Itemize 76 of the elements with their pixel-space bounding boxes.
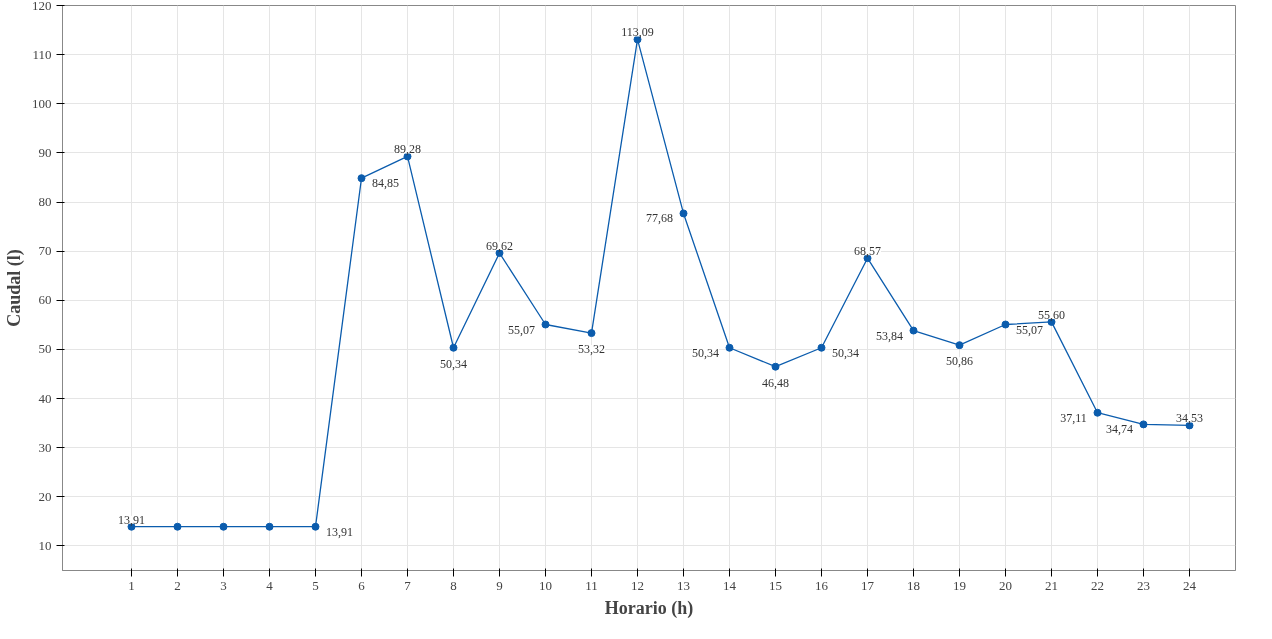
y-tick-label: 20 [38, 488, 52, 504]
point [449, 343, 458, 352]
data-label: 13,91 [118, 512, 145, 527]
x-tick-label: 12 [631, 577, 644, 593]
point [311, 522, 320, 531]
y-tick-label: 110 [32, 46, 52, 62]
data-label: 50,34 [832, 345, 859, 360]
point [1139, 420, 1148, 429]
data-label: 68,57 [854, 244, 881, 259]
y-tick-label: 30 [38, 439, 52, 455]
y-tick-label: 120 [32, 0, 52, 13]
data-label: 69,62 [486, 239, 513, 254]
x-tick-label: 13 [677, 577, 690, 593]
x-tick-label: 20 [999, 577, 1012, 593]
x-tick-label: 22 [1091, 577, 1104, 593]
data-label: 89,28 [394, 142, 421, 157]
point [265, 522, 274, 531]
x-tick-label: 21 [1045, 577, 1058, 593]
x-axis-title: Horario (h) [604, 597, 694, 619]
data-label: 50,86 [946, 354, 973, 369]
point [173, 522, 182, 531]
point [541, 320, 550, 329]
point [587, 329, 596, 338]
data-label: 55,60 [1038, 307, 1065, 322]
data-label: 113,09 [621, 25, 654, 40]
x-tick-label: 23 [1137, 577, 1150, 593]
point [817, 343, 826, 352]
y-axis-title: Caudal (l) [4, 249, 25, 327]
data-label: 53,32 [578, 342, 605, 357]
data-label: 55,07 [508, 322, 535, 337]
point [1001, 320, 1010, 329]
data-label: 46,48 [762, 375, 789, 390]
y-tick-label: 70 [38, 243, 52, 259]
data-label: 34,53 [1176, 411, 1203, 426]
x-tick-label: 11 [585, 577, 598, 593]
data-label: 50,34 [692, 345, 719, 360]
data-label: 55,07 [1016, 322, 1043, 337]
point [771, 362, 780, 371]
x-tick-label: 24 [1183, 577, 1197, 593]
point [357, 174, 366, 183]
x-tick-label: 6 [358, 577, 366, 593]
data-label: 53,84 [876, 328, 903, 343]
x-tick-label: 5 [312, 577, 319, 593]
y-tick-label: 50 [38, 341, 52, 357]
y-tick-label: 100 [32, 95, 52, 111]
x-tick-label: 14 [723, 577, 737, 593]
x-tick-label: 8 [450, 577, 457, 593]
x-tick-label: 15 [769, 577, 782, 593]
x-tick-label: 7 [404, 577, 412, 593]
x-tick-label: 2 [174, 577, 181, 593]
data-label: 13,91 [326, 524, 353, 539]
data-label: 34,74 [1106, 422, 1133, 437]
x-tick-label: 4 [266, 577, 274, 593]
point [1093, 408, 1102, 417]
x-tick-label: 1 [128, 577, 135, 593]
x-tick-label: 19 [953, 577, 966, 593]
x-tick-label: 16 [815, 577, 829, 593]
y-tick-label: 60 [38, 292, 52, 308]
x-tick-label: 17 [861, 577, 875, 593]
y-tick-label: 10 [38, 537, 52, 553]
data-label: 77,68 [646, 211, 673, 226]
data-label: 84,85 [372, 176, 399, 191]
data-label: 37,11 [1060, 410, 1087, 425]
y-tick-label: 40 [38, 390, 52, 406]
x-tick-label: 3 [220, 577, 227, 593]
y-tick-label: 90 [38, 144, 52, 160]
point [725, 343, 734, 352]
y-tick-label: 80 [38, 194, 52, 210]
x-tick-label: 10 [539, 577, 552, 593]
point [679, 209, 688, 218]
point [909, 326, 918, 335]
x-tick-label: 9 [496, 577, 503, 593]
data-label: 50,34 [440, 356, 467, 371]
point [955, 341, 964, 350]
point [219, 522, 228, 531]
x-tick-label: 18 [907, 577, 920, 593]
